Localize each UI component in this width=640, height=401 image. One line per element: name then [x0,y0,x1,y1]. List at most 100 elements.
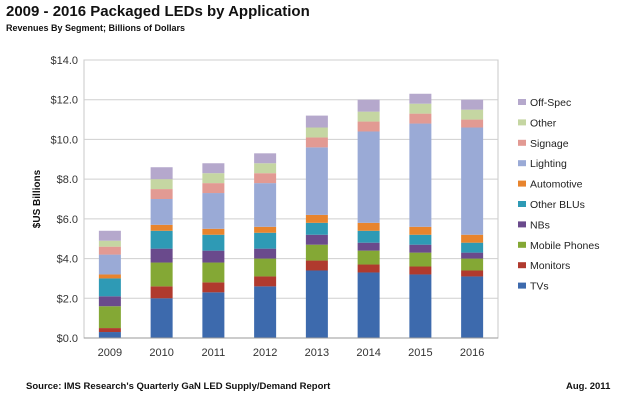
legend-label: Automotive [530,179,583,191]
bar-segment [305,214,328,223]
legend-swatch [518,201,526,207]
bar-segment [254,232,277,249]
bar-segment [409,103,432,114]
legend-swatch [518,262,526,269]
y-tick-label: $10.0 [50,134,78,146]
bar-segment [98,240,121,247]
bar-segment [150,167,173,180]
bar-segment [202,292,225,338]
bar-segment [461,127,484,235]
bar-segment [461,109,484,120]
bar-segment [461,276,484,338]
y-tick-label: $12.0 [50,95,78,107]
bar-segment [254,286,277,338]
legend-swatch [518,99,526,105]
x-tick-label: 2013 [305,347,329,359]
x-tick-label: 2016 [460,347,484,359]
bar-segment [305,270,328,338]
bar-segment [150,189,173,199]
bar-segment [409,266,432,275]
report-date: Aug. 2011 [566,381,611,392]
bar-segment [150,224,173,231]
bar-segment [461,242,484,253]
bar-segment [409,274,432,338]
bar-segment [357,250,380,265]
bar-segment [305,260,328,271]
y-axis-title: $US Billions [32,169,43,228]
bar-segment [357,264,380,273]
bar-segment [98,230,121,241]
bar-segment [202,228,225,235]
bar-segment [357,99,380,112]
bar-segment [150,286,173,299]
bar-segment [254,163,277,174]
bar-segment [202,193,225,229]
bar-segment [305,127,328,138]
chart-subtitle: Revenues By Segment; Billions of Dollars [6,23,186,33]
bar-segment [357,272,380,338]
x-tick-label: 2011 [202,347,226,359]
legend-swatch [518,221,526,228]
legend-label: Off-Spec [530,97,571,109]
bar-segment [305,137,328,148]
bar-segment [202,234,225,251]
chart-title: 2009 - 2016 Packaged LEDs by Application [6,3,310,20]
source-note: Source: IMS Research's Quarterly GaN LED… [26,381,331,392]
bar-segment [461,234,484,243]
bar-segment [409,244,432,253]
y-tick-label: $14.0 [50,55,78,67]
x-tick-label: 2015 [408,347,432,359]
bar-segment [150,298,173,338]
legend-label: Other BLUs [530,199,585,211]
bar-segment [202,250,225,263]
y-tick-label: $0.0 [57,333,78,345]
bar-segment [305,244,328,261]
bar-segment [150,248,173,263]
legend-swatch [518,139,526,146]
legend-swatch [518,241,526,248]
x-tick-label: 2014 [356,347,380,359]
bar-segment [98,332,121,338]
bar-segment [254,153,277,164]
bar-segment [357,111,380,122]
bar-segment [409,252,432,267]
bar-segment [461,99,484,110]
bar-segment [461,252,484,259]
legend-label: Lighting [530,158,567,170]
bar-segment [461,270,484,277]
bar-segment [461,258,484,271]
legend-label: TVs [530,281,549,293]
bar-segment [150,262,173,287]
bar-segment [409,123,432,227]
legend-swatch [518,160,526,167]
bar-segment [305,147,328,215]
bar-segment [305,115,328,128]
bar-segment [254,173,277,184]
legend-swatch [518,119,526,126]
bar-segment [202,163,225,174]
bar-segment [305,234,328,245]
bar-segment [357,121,380,132]
bar-segment [98,246,121,255]
bar-segment [357,222,380,231]
bar-segment [150,199,173,225]
y-tick-label: $6.0 [57,214,78,226]
bar-segment [254,276,277,287]
legend-swatch [518,282,526,289]
bar-segment [409,113,432,124]
bar-segment [254,248,277,259]
legend-label: Signage [530,138,569,150]
bar-segment [98,296,121,307]
bar-segment [254,258,277,277]
y-tick-label: $8.0 [57,174,78,186]
legend-swatch [518,180,526,187]
bar-segment [461,119,484,128]
plot-area [83,59,499,339]
bar-segment [150,179,173,190]
bar-segment [409,93,432,104]
bar-segment [357,242,380,251]
bar-segment [98,278,121,297]
x-tick-label: 2009 [98,347,122,359]
bar-segment [254,226,277,233]
